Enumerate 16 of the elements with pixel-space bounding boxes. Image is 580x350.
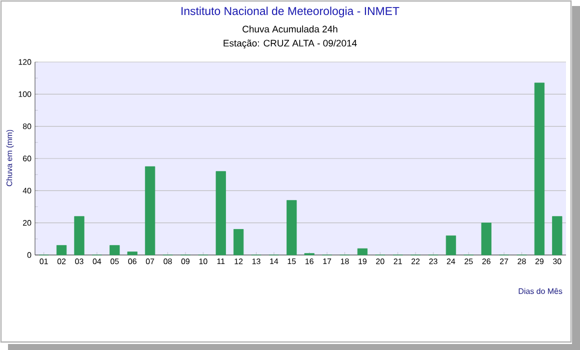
bar [74, 216, 84, 256]
bar [534, 82, 545, 256]
bar [216, 171, 226, 256]
bar [446, 236, 456, 256]
text: Estação: CRUZ ALTA - 09/2014 [224, 40, 357, 48]
bar [127, 252, 138, 256]
bar [552, 216, 562, 256]
bar [357, 248, 368, 256]
bar [286, 200, 297, 256]
bar [481, 222, 492, 256]
chart-subtitle: Chuva Acumulada 24h [242, 26, 338, 32]
bar [233, 229, 244, 256]
chart-title: Instituto Nacional de Meteorologia - INMET [182, 6, 400, 18]
bar [56, 245, 67, 256]
bar [144, 166, 156, 256]
bar [110, 245, 120, 256]
